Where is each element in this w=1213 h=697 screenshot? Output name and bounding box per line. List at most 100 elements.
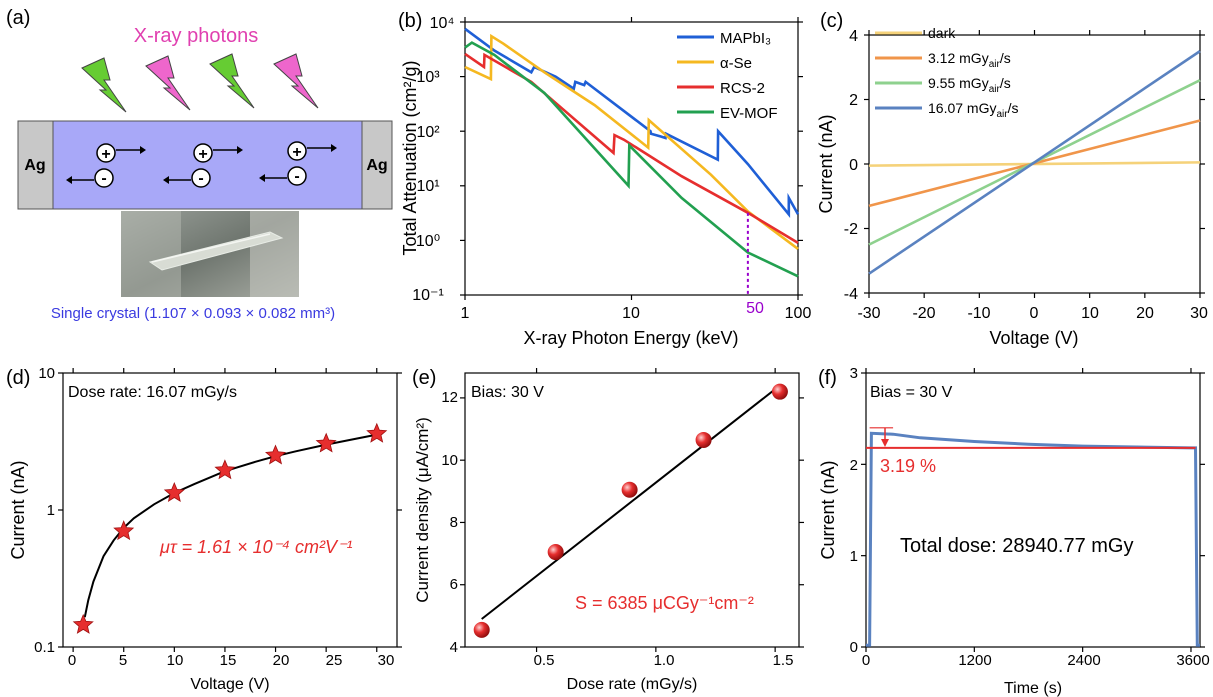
y-tick-label: 1 [47, 502, 55, 519]
panel-a: (a) X-ray photons Ag Ag + - [6, 7, 393, 322]
photocurrent-line [866, 431, 1200, 647]
panel-label-e: (e) [412, 367, 436, 389]
panel-label-d: (d) [6, 367, 30, 389]
data-point-star [163, 481, 185, 502]
data-point-sphere [621, 481, 638, 498]
y-tick-label: 3 [850, 365, 858, 382]
x-tick-label: 1 [461, 305, 470, 322]
x-tick-label: 2400 [1067, 652, 1100, 669]
y-axis-label-f: Current (nA) [818, 460, 838, 559]
data-point-star [214, 459, 236, 480]
x-tick-label: -30 [857, 305, 880, 322]
panel-e: (e) 0.5 1.0 1.5 4 6 8 10 12 Dose rate (m… [412, 367, 804, 693]
y-tick-label: 10⁴ [430, 15, 455, 32]
y-tick-label: 10² [416, 124, 440, 141]
svg-text:+: + [198, 146, 207, 163]
legend-label: dark [928, 25, 956, 41]
svg-text:+: + [292, 144, 301, 161]
y-tick-label: 10⁻¹ [412, 287, 444, 304]
marker-label: 50 [746, 300, 764, 317]
panel-label-b: (b) [398, 10, 422, 32]
y-tick-label: 2 [849, 92, 858, 109]
axis-ticks-f [861, 368, 1205, 652]
data-points-e [473, 383, 788, 638]
electrode-right [361, 120, 393, 210]
fit-label-e: S = 6385 μCGy⁻¹cm⁻² [575, 593, 754, 613]
panel-label-f: (f) [818, 367, 837, 389]
series-lines-b [464, 27, 800, 278]
legend-label: MAPbI₃ [720, 30, 771, 47]
x-tick-label: 0 [862, 652, 870, 669]
y-tick-label: 10⁰ [416, 233, 440, 250]
crystal-body [52, 120, 363, 210]
fit-label-d: μτ = 1.61 × 10⁻⁴ cm²V⁻¹ [159, 537, 352, 557]
panel-f: (f) 0 1200 2400 3600 0 1 2 3 Time (s) Cu… [818, 365, 1210, 697]
panel-d: (d) 0 5 10 15 20 25 30 0.1 1 10 Voltage … [6, 365, 402, 693]
x-tick-label: 1200 [958, 652, 991, 669]
x-axis-label-c: Voltage (V) [989, 328, 1078, 348]
x-tick-label: 3600 [1176, 652, 1209, 669]
y-tick-label: -4 [844, 286, 858, 303]
y-tick-label: 2 [850, 457, 858, 474]
x-tick-label: 20 [273, 652, 290, 669]
legend-label: EV-MOF [720, 105, 778, 122]
y-tick-label: 0 [850, 639, 858, 656]
data-point-star [113, 520, 135, 541]
lightning-bolt-icon [209, 53, 255, 109]
data-point-sphere [473, 621, 490, 638]
x-tick-label: -10 [967, 305, 990, 322]
electrode-left [17, 120, 54, 210]
y-tick-label: 10¹ [416, 178, 439, 195]
data-points-d [72, 422, 388, 634]
axis-ticks-c [864, 30, 1205, 298]
annotation-d: Dose rate: 16.07 mGy/s [68, 384, 237, 401]
x-tick-label: 15 [220, 652, 237, 669]
y-tick-label: 6 [450, 576, 458, 593]
data-point-star [315, 432, 337, 453]
x-tick-label: 1.0 [654, 652, 675, 669]
svg-text:-: - [101, 170, 106, 187]
x-tick-label: 30 [378, 652, 395, 669]
x-tick-label: 0.5 [534, 652, 555, 669]
x-tick-label: 5 [119, 652, 127, 669]
plot-frame-e [464, 372, 800, 648]
y-tick-label: 0 [849, 157, 858, 174]
x-tick-label: -20 [912, 305, 935, 322]
series-line [868, 50, 1201, 275]
x-tick-label: 25 [326, 652, 343, 669]
plot-frame-d [62, 372, 398, 648]
x-axis-label-f: Time (s) [1004, 680, 1062, 697]
y-axis-label-e: Current density (μA/cm²) [413, 417, 432, 603]
plot-frame-f [865, 372, 1201, 648]
carrier-pair-3: + - [259, 141, 337, 186]
carrier-pair-1: + - [66, 143, 146, 188]
x-tick-label: 100 [785, 305, 812, 322]
annotation-f: Bias = 30 V [870, 384, 953, 401]
x-tick-label: 30 [1190, 305, 1208, 322]
y-axis-label-c: Current (nA) [816, 114, 836, 213]
legend-label: RCS-2 [720, 80, 765, 97]
y-tick-label: 1 [850, 548, 858, 565]
y-tick-label: 10 [441, 452, 458, 469]
series-line [464, 41, 799, 278]
y-axis-label-d: Current (nA) [8, 460, 28, 559]
y-tick-label: 10 [38, 365, 55, 382]
panel-c: (c) -30 -20 -10 0 10 20 30 -4 -2 0 2 4 V… [816, 10, 1208, 348]
fit-curve-d [83, 433, 377, 618]
y-tick-label: 12 [441, 389, 458, 406]
total-dose-label: Total dose: 28940.77 mGy [900, 535, 1133, 557]
data-point-star [72, 613, 94, 634]
data-point-sphere [695, 431, 712, 448]
series-line [464, 52, 799, 245]
axis-ticks-d [58, 368, 402, 652]
series-line [464, 33, 799, 250]
x-axis-label-b: X-ray Photon Energy (keV) [523, 328, 738, 348]
diagram-title: X-ray photons [134, 25, 259, 47]
legend-label: 16.07 mGyair/s [928, 100, 1019, 120]
carrier-pair-2: + - [163, 143, 243, 188]
y-tick-label: 10³ [416, 69, 440, 86]
legend-label: 9.55 mGyair/s [928, 75, 1011, 95]
fit-line-e [481, 384, 781, 620]
x-tick-label: 10 [1081, 305, 1099, 322]
